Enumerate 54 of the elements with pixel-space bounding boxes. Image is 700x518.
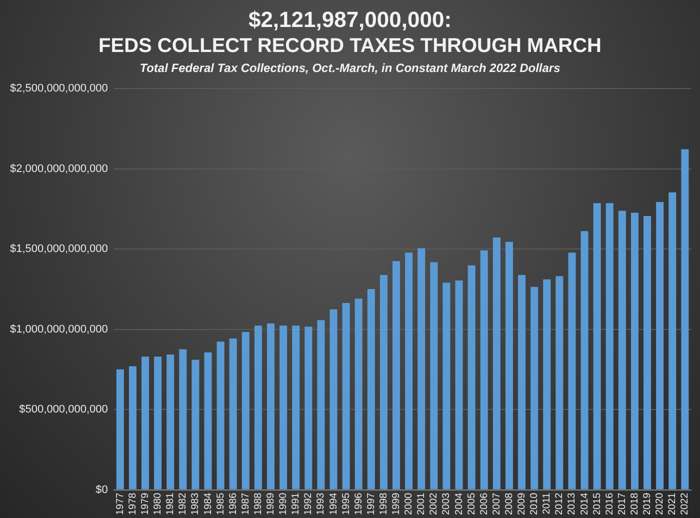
x-tick-label: 2004 bbox=[454, 492, 465, 516]
x-tick-label: 2001 bbox=[416, 492, 428, 516]
y-tick-label: $1,500,000,000,000 bbox=[10, 243, 108, 256]
x-tick-label: 2007 bbox=[491, 492, 502, 516]
x-tick-label: 2020 bbox=[654, 492, 666, 516]
x-tick-label: 1984 bbox=[202, 492, 214, 516]
y-tick-label: $0 bbox=[96, 484, 108, 496]
x-tick-label: 1986 bbox=[228, 492, 239, 516]
x-tick-label: 1985 bbox=[215, 492, 226, 516]
y-tick-label: $2,000,000,000,000 bbox=[10, 162, 108, 175]
x-tick-label: 1996 bbox=[353, 492, 364, 516]
x-tick-label: 2000 bbox=[404, 492, 415, 516]
x-tick-label: 1983 bbox=[190, 492, 202, 516]
x-tick-label: 1982 bbox=[178, 492, 189, 516]
x-tick-label: 2008 bbox=[504, 492, 515, 516]
x-tick-label: 2005 bbox=[466, 492, 478, 516]
x-tick-label: 1987 bbox=[240, 492, 252, 516]
x-tick-label: 1979 bbox=[140, 492, 151, 516]
x-tick-label: 1978 bbox=[127, 492, 138, 516]
x-tick-label: 2014 bbox=[579, 492, 590, 516]
x-tick-label: 2012 bbox=[554, 492, 566, 516]
x-tick-label: 1992 bbox=[303, 492, 314, 516]
y-tick-label: $2,500,000,000,000 bbox=[10, 82, 108, 95]
x-tick-label: 1990 bbox=[278, 492, 290, 516]
chart-title: $2,121,987,000,000: FEDS COLLECT RECORD TAXES THROUGH MARCH bbox=[98, 6, 602, 59]
x-tick-label: 2015 bbox=[592, 492, 603, 516]
x-tick-label: 2003 bbox=[441, 492, 452, 516]
x-tick-label: 2019 bbox=[642, 492, 654, 516]
x-tick-label: 1977 bbox=[114, 492, 126, 516]
x-tick-label: 2016 bbox=[604, 492, 616, 516]
x-tick-label: 1997 bbox=[366, 492, 377, 516]
x-tick-label: 1999 bbox=[391, 492, 402, 516]
x-tick-label: 1989 bbox=[266, 492, 277, 516]
x-tick-label: 2017 bbox=[616, 492, 628, 516]
chart-subtitle: Total Federal Tax Collections, Oct.-March, in Constant March 2022 Dollars bbox=[138, 60, 562, 76]
x-tick-label: 2002 bbox=[428, 492, 440, 516]
x-tick-label: 2009 bbox=[516, 492, 528, 516]
x-tick-label: 1994 bbox=[328, 492, 340, 516]
x-tick-label: 2021 bbox=[667, 492, 678, 516]
x-tick-label: 1980 bbox=[152, 492, 164, 516]
x-tick-label: 2013 bbox=[566, 492, 578, 516]
x-tick-label: 1991 bbox=[290, 492, 302, 516]
x-tick-label: 2010 bbox=[529, 492, 540, 516]
x-tick-label: 1988 bbox=[252, 492, 264, 516]
x-tick-label: 1981 bbox=[165, 492, 176, 516]
x-tick-label: 1998 bbox=[378, 492, 390, 516]
y-tick-label: $1,000,000,000,000 bbox=[10, 323, 108, 336]
x-tick-label: 2022 bbox=[680, 492, 691, 516]
x-tick-label: 1995 bbox=[340, 492, 352, 516]
x-tick-label: 1993 bbox=[316, 492, 327, 516]
x-tick-label: 2006 bbox=[478, 492, 490, 516]
x-tick-label: 2011 bbox=[542, 492, 553, 514]
y-tick-label: $500,000,000,000 bbox=[19, 404, 108, 416]
x-tick-label: 2018 bbox=[629, 492, 640, 516]
